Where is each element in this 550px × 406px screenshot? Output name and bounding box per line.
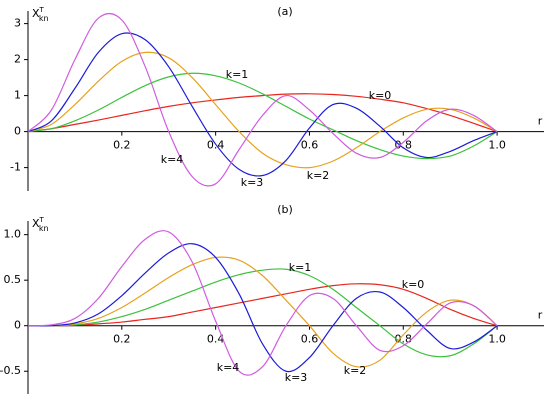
y-tick-label: 1.0 [4, 228, 22, 241]
y-tick-label: 3 [14, 17, 21, 30]
series-label: k=1 [226, 68, 249, 81]
y-axis-label: XT kn [32, 216, 49, 233]
x-tick-label: 1.0 [488, 333, 506, 346]
y-tick-label: -0.5 [0, 364, 21, 377]
series-line [27, 256, 498, 368]
series-line [27, 12, 498, 187]
y-tick-label: 0 [14, 319, 21, 332]
series-label: k=0 [402, 278, 425, 291]
series-line [27, 51, 498, 169]
y-tick-label: 0.5 [4, 273, 22, 286]
chart-title: (b) [277, 203, 293, 216]
series-label: k=3 [285, 371, 308, 384]
series-label: k=4 [217, 361, 240, 374]
x-tick-label: 1.0 [488, 139, 506, 152]
y-tick-label: 2 [14, 53, 21, 66]
x-tick-label: 0.8 [395, 139, 413, 152]
y-axis-label: XT kn [32, 6, 49, 23]
x-axis-label: r [538, 115, 543, 128]
series-line [27, 93, 498, 133]
series-line [27, 268, 498, 358]
x-tick-label: 0.2 [113, 333, 131, 346]
y-tick-label: -1 [10, 161, 21, 174]
chart-title: (a) [277, 5, 292, 18]
y-tick-label: 1 [14, 89, 21, 102]
series-line [27, 283, 498, 327]
series-label: k=4 [161, 153, 184, 166]
series-line [27, 230, 498, 376]
series-label: k=2 [307, 169, 330, 182]
x-axis-label: r [538, 309, 543, 322]
y-axis-label-sub: kn [39, 14, 49, 23]
series-line [27, 243, 498, 373]
y-axis-label-sup: T [39, 6, 45, 14]
x-tick-label: 0.2 [113, 139, 131, 152]
series-line [27, 72, 498, 160]
y-axis-label-sub: kn [39, 224, 49, 233]
x-tick-label: 0.4 [207, 333, 225, 346]
series-label: k=1 [289, 261, 312, 274]
y-tick-label: 0 [14, 125, 21, 138]
series-line [27, 32, 498, 177]
y-axis-label-main: X [32, 217, 40, 230]
series-label: k=2 [344, 364, 367, 377]
series-label: k=3 [241, 176, 264, 189]
y-axis-label-main: X [32, 7, 40, 20]
y-axis-label-sup: T [39, 216, 45, 224]
series-label: k=0 [369, 89, 392, 102]
x-tick-label: 0.6 [301, 139, 319, 152]
x-tick-label: 0.6 [301, 333, 319, 346]
